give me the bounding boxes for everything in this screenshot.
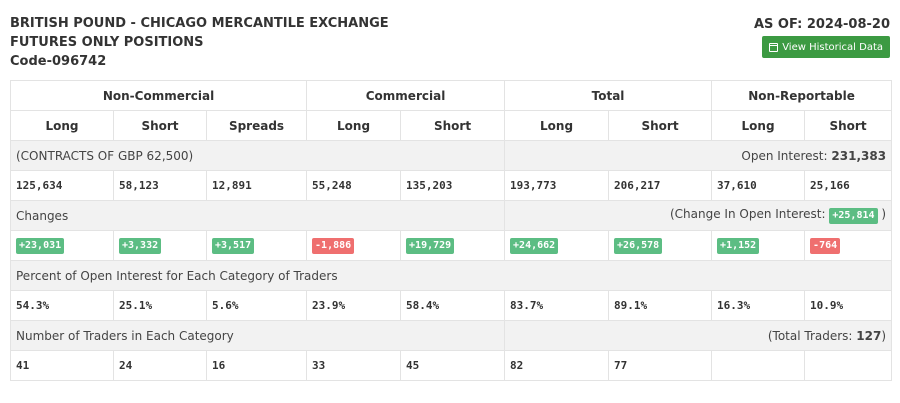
traders-cell: 45 [400, 350, 506, 381]
percent-cell: 5.6% [205, 290, 308, 321]
traders-cell: 82 [504, 350, 610, 381]
change-badge: +26,578 [614, 238, 663, 254]
change-oi-prefix: (Change In Open Interest: [669, 207, 826, 221]
traders-cell: 41 [10, 350, 114, 381]
col-header: Long [10, 110, 114, 141]
change-badge: +1,152 [717, 238, 760, 254]
change-badge: +3,332 [119, 238, 162, 254]
percent-section-row: Percent of Open Interest for Each Catego… [9, 260, 893, 291]
change-cell: +19,729 [400, 230, 506, 261]
col-header: Long [504, 110, 610, 141]
change-badge: +24,662 [510, 238, 559, 254]
percent-cell: 25.1% [113, 290, 207, 321]
change-badge: -764 [810, 238, 841, 254]
traders-cell [804, 350, 893, 381]
traders-label: Number of Traders in Each Category [9, 320, 506, 351]
traders-cell: 24 [113, 350, 207, 381]
percent-cell: 89.1% [608, 290, 713, 321]
column-header-row: Long Short Spreads Long Short Long Short… [10, 110, 893, 141]
traders-cell: 77 [608, 350, 713, 381]
open-interest-label: Open Interest: [741, 148, 828, 163]
position-cell: 25,166 [804, 170, 893, 201]
percent-cell: 16.3% [711, 290, 806, 321]
group-non-reportable: Non-Reportable [711, 80, 893, 111]
changes-section-row: Changes (Change In Open Interest: +25,81… [9, 200, 893, 231]
col-header: Long [306, 110, 402, 141]
position-cell: 125,634 [10, 170, 114, 201]
change-badge: +19,729 [406, 238, 455, 254]
change-oi-badge: +25,814 [829, 208, 878, 224]
report-code: Code-096742 [10, 54, 107, 69]
as-of-date: AS OF: 2024-08-20 [753, 17, 890, 32]
total-traders: (Total Traders: 127) [504, 320, 893, 351]
change-cell: +3,332 [113, 230, 207, 261]
change-badge: +23,031 [16, 238, 65, 254]
traders-cell: 16 [205, 350, 308, 381]
change-badge: -1,886 [312, 238, 355, 254]
total-traders-value: 127 [856, 328, 882, 343]
traders-cell: 33 [306, 350, 402, 381]
open-interest-value: 231,383 [831, 148, 887, 163]
position-cell: 206,217 [608, 170, 713, 201]
col-header: Short [113, 110, 207, 141]
total-traders-prefix: (Total Traders: [767, 328, 853, 343]
col-header: Long [711, 110, 806, 141]
change-cell: +24,662 [504, 230, 610, 261]
position-cell: 135,203 [400, 170, 506, 201]
percent-cell: 54.3% [10, 290, 114, 321]
position-cell: 37,610 [711, 170, 806, 201]
percent-row: 54.3% 25.1% 5.6% 23.9% 58.4% 83.7% 89.1%… [10, 290, 893, 321]
contracts-label: (CONTRACTS OF GBP 62,500) [9, 140, 506, 171]
changes-label: Changes [9, 200, 506, 231]
position-cell: 193,773 [504, 170, 610, 201]
view-historical-data-label: View Historical Data [782, 41, 883, 53]
positions-row: 125,634 58,123 12,891 55,248 135,203 193… [10, 170, 893, 201]
view-historical-data-button[interactable]: View Historical Data [762, 36, 890, 58]
percent-cell: 23.9% [306, 290, 402, 321]
traders-cell [711, 350, 806, 381]
change-open-interest: (Change In Open Interest: +25,814 ) [504, 200, 893, 231]
position-cell: 58,123 [113, 170, 207, 201]
title-line-2: FUTURES ONLY POSITIONS [10, 35, 204, 50]
change-cell: -764 [804, 230, 893, 261]
total-traders-suffix: ) [881, 328, 887, 343]
contracts-section-row: (CONTRACTS OF GBP 62,500) Open Interest:… [9, 140, 893, 171]
cot-table: Non-Commercial Commercial Total Non-Repo… [9, 80, 893, 381]
group-commercial: Commercial [306, 80, 506, 111]
traders-row: 41 24 16 33 45 82 77 [10, 350, 893, 381]
percent-label: Percent of Open Interest for Each Catego… [9, 260, 893, 291]
position-cell: 55,248 [306, 170, 402, 201]
change-oi-suffix: ) [881, 207, 887, 221]
group-total: Total [504, 80, 713, 111]
change-cell: +1,152 [711, 230, 806, 261]
group-non-commercial: Non-Commercial [9, 80, 308, 111]
percent-cell: 58.4% [400, 290, 506, 321]
change-badge: +3,517 [212, 238, 255, 254]
group-header-row: Non-Commercial Commercial Total Non-Repo… [9, 80, 893, 111]
title-line-1: BRITISH POUND - CHICAGO MERCANTILE EXCHA… [10, 16, 389, 31]
col-header: Spreads [205, 110, 308, 141]
change-cell: -1,886 [306, 230, 402, 261]
change-cell: +26,578 [608, 230, 713, 261]
open-interest: Open Interest: 231,383 [504, 140, 893, 171]
col-header: Short [804, 110, 893, 141]
col-header: Short [608, 110, 713, 141]
percent-cell: 83.7% [504, 290, 610, 321]
change-cell: +3,517 [205, 230, 308, 261]
traders-section-row: Number of Traders in Each Category (Tota… [9, 320, 893, 351]
percent-cell: 10.9% [804, 290, 893, 321]
report-title: BRITISH POUND - CHICAGO MERCANTILE EXCHA… [10, 14, 389, 71]
changes-row: +23,031 +3,332 +3,517 -1,886 +19,729 +24… [10, 230, 893, 261]
change-cell: +23,031 [10, 230, 114, 261]
col-header: Short [400, 110, 506, 141]
calendar-icon [769, 42, 779, 52]
position-cell: 12,891 [205, 170, 308, 201]
